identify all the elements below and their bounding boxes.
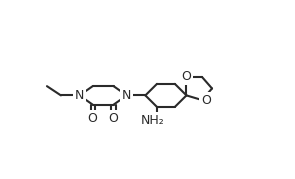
Text: O: O	[181, 70, 191, 83]
Text: N: N	[75, 89, 84, 102]
Text: O: O	[109, 112, 119, 125]
Text: N: N	[122, 89, 132, 102]
Text: O: O	[201, 93, 211, 107]
Text: NH₂: NH₂	[141, 114, 165, 127]
Text: O: O	[88, 112, 98, 125]
